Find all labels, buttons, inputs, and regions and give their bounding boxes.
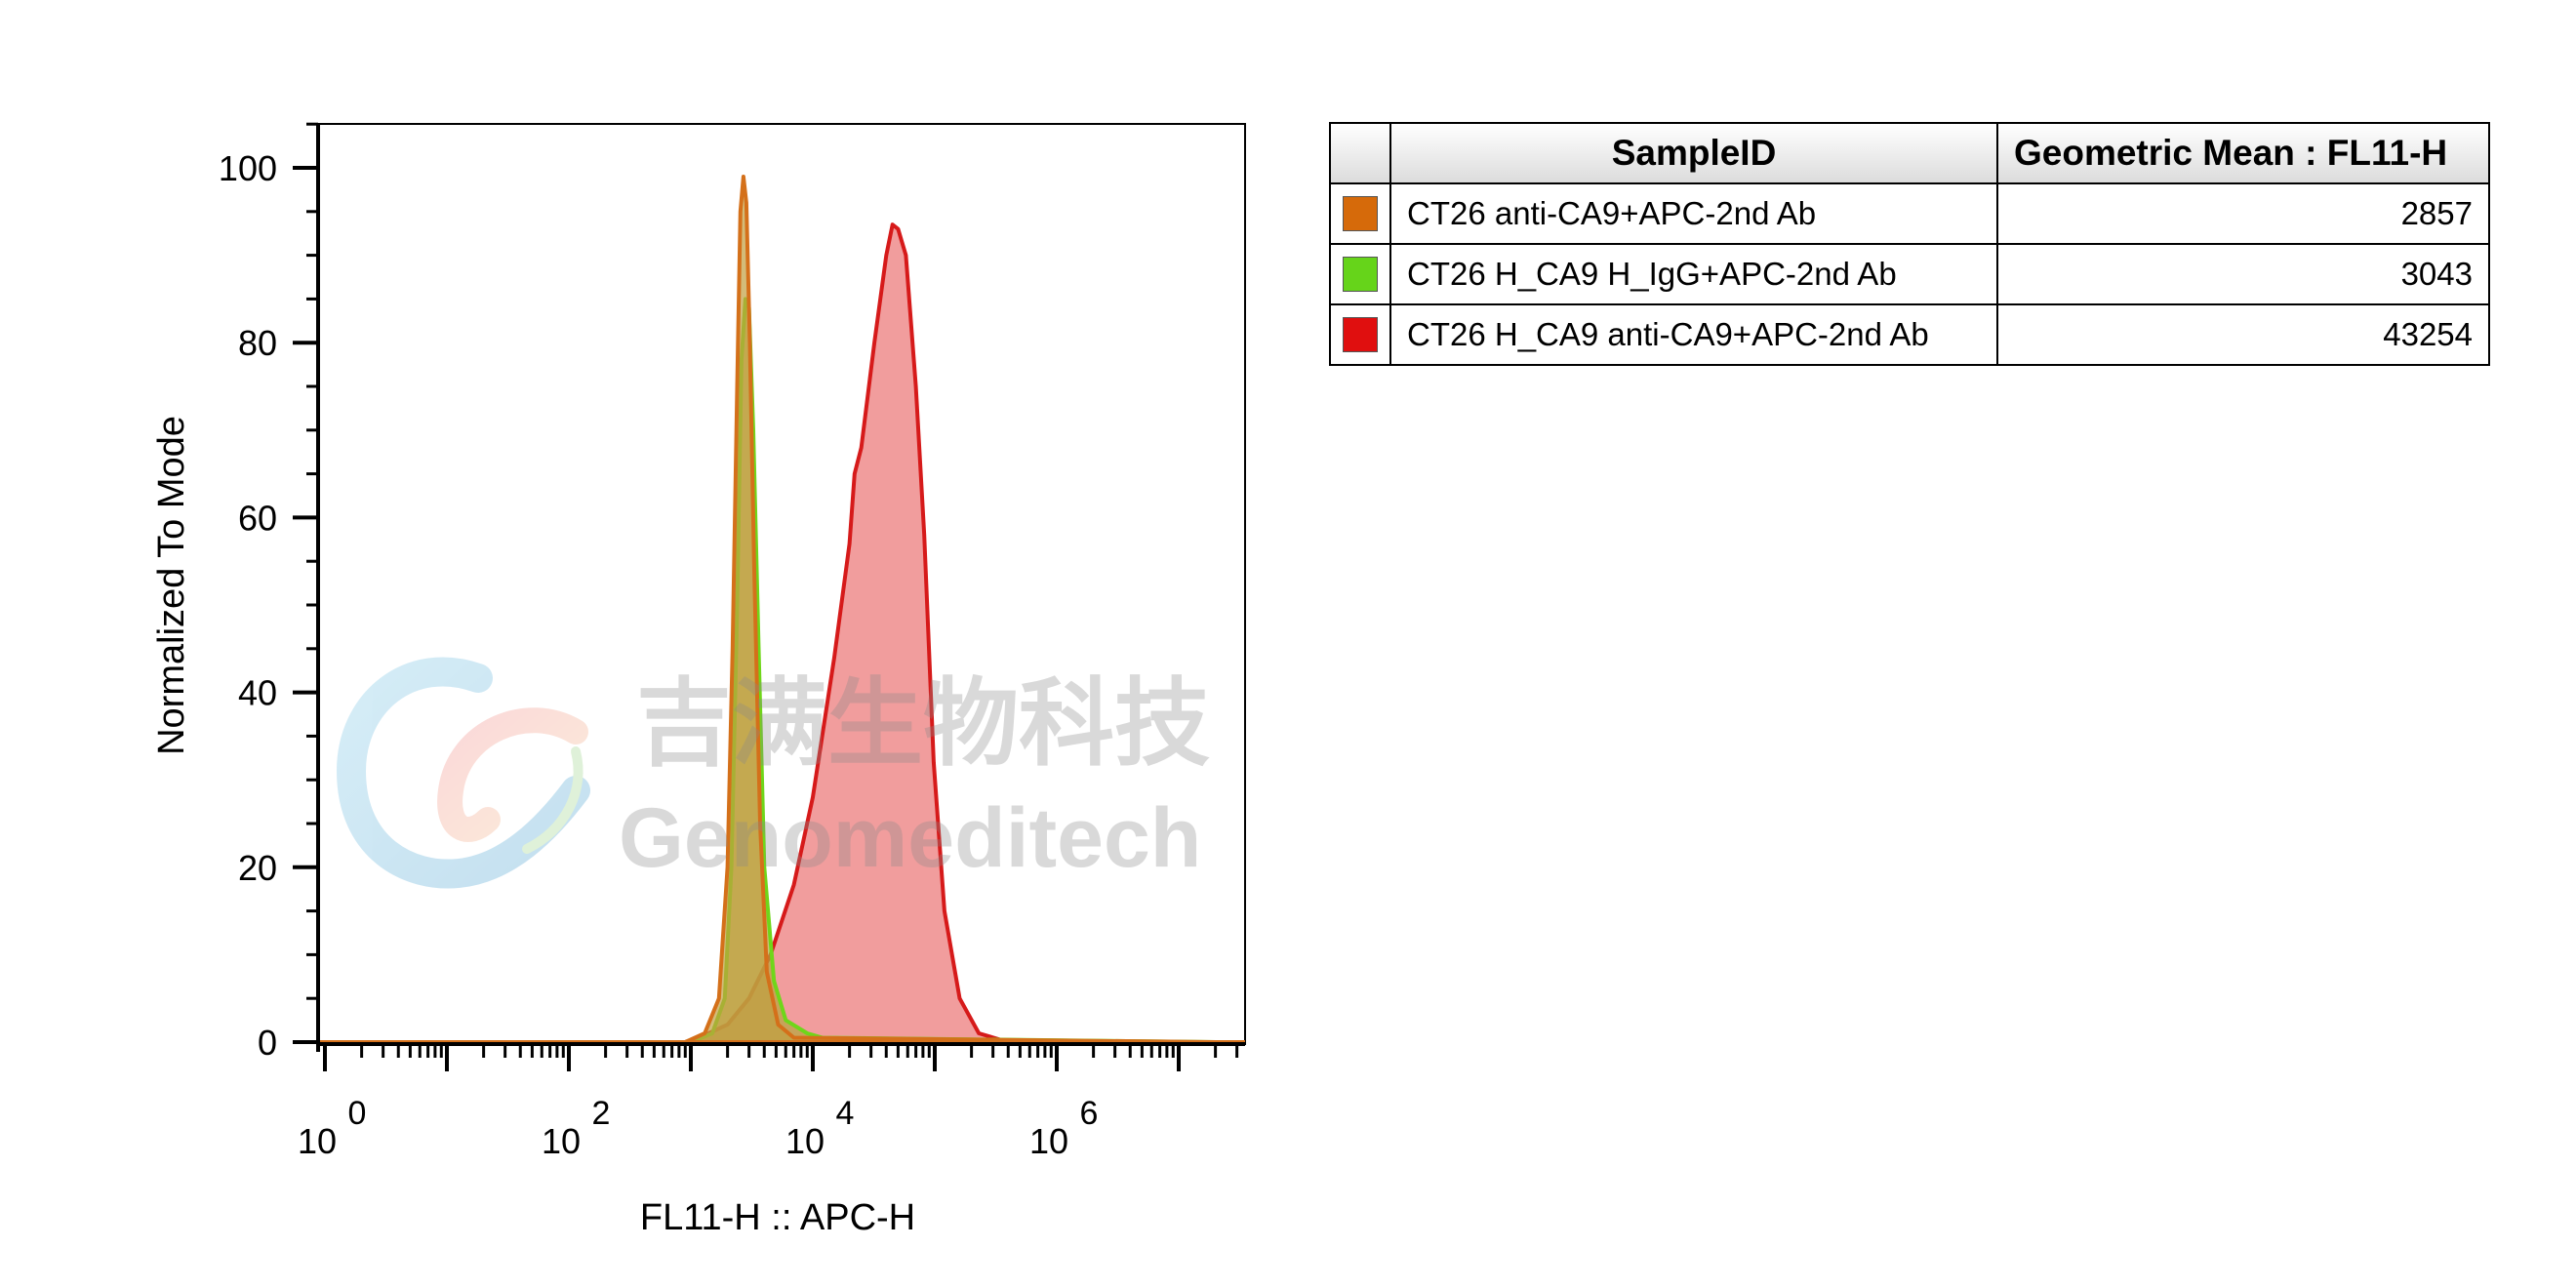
sample-id-cell: CT26 anti-CA9+APC-2nd Ab: [1389, 182, 1998, 245]
x-tick-exponent: 6: [1080, 1095, 1099, 1132]
geometric-mean-cell: 43254: [1996, 303, 2490, 366]
color-swatch-cell: [1329, 182, 1391, 245]
x-tick-label: 10: [785, 1121, 825, 1161]
x-axis-title: FL11-H :: APC-H: [640, 1197, 915, 1238]
table-row: CT26 H_CA9 H_IgG+APC-2nd Ab 3043: [1329, 243, 2490, 305]
geometric-mean-cell: 2857: [1996, 182, 2490, 245]
series-line: [626, 175, 1216, 1044]
y-axis: 0 20 40 60 80 100: [219, 122, 320, 1063]
x-tick-exponent: 4: [836, 1095, 855, 1132]
table-header-sampleid: SampleID: [1389, 122, 1998, 184]
plot-frame: [317, 123, 1246, 1045]
y-tick-label: 20: [238, 848, 277, 888]
color-swatch: [1343, 317, 1378, 352]
table-header-geomean: Geometric Mean : FL11-H: [1996, 122, 2490, 184]
table-header-swatch: [1329, 122, 1391, 184]
x-tick-label: 10: [298, 1121, 337, 1161]
series-fill: [626, 224, 1216, 1042]
watermark: 吉满生物科技 Genomeditech: [336, 657, 1210, 889]
table-row: CT26 anti-CA9+APC-2nd Ab 2857: [1329, 182, 2490, 245]
color-swatch-cell: [1329, 303, 1391, 366]
x-tick-label: 10: [542, 1121, 581, 1161]
y-tick-label: 80: [238, 323, 277, 363]
series-fill: [626, 177, 1216, 1042]
y-tick-label: 100: [219, 148, 277, 188]
geometric-mean-cell: 3043: [1996, 243, 2490, 305]
sample-id-cell: CT26 H_CA9 anti-CA9+APC-2nd Ab: [1389, 303, 1998, 366]
y-tick-label: 0: [258, 1023, 277, 1063]
sample-id-cell: CT26 H_CA9 H_IgG+APC-2nd Ab: [1389, 243, 1998, 305]
x-tick-exponent: 0: [348, 1095, 367, 1132]
watermark-logo: [336, 657, 590, 889]
color-swatch: [1343, 257, 1378, 292]
color-swatch: [1343, 196, 1378, 231]
table-row: CT26 H_CA9 anti-CA9+APC-2nd Ab 43254: [1329, 303, 2490, 366]
sample-table: SampleID Geometric Mean : FL11-H CT26 an…: [1329, 122, 2490, 366]
y-tick-label: 40: [238, 673, 277, 713]
x-axis: 10 0 10 2 10 4 10 6: [298, 1042, 1245, 1161]
table-header-row: SampleID Geometric Mean : FL11-H: [1329, 122, 2490, 184]
watermark-chinese: 吉满生物科技: [636, 668, 1210, 780]
x-tick-label: 10: [1029, 1121, 1068, 1161]
color-swatch-cell: [1329, 243, 1391, 305]
y-tick-label: 60: [238, 498, 277, 538]
y-axis-title: Normalized To Mode: [151, 416, 192, 755]
watermark-english: Genomeditech: [619, 791, 1201, 885]
x-tick-exponent: 2: [592, 1095, 611, 1132]
